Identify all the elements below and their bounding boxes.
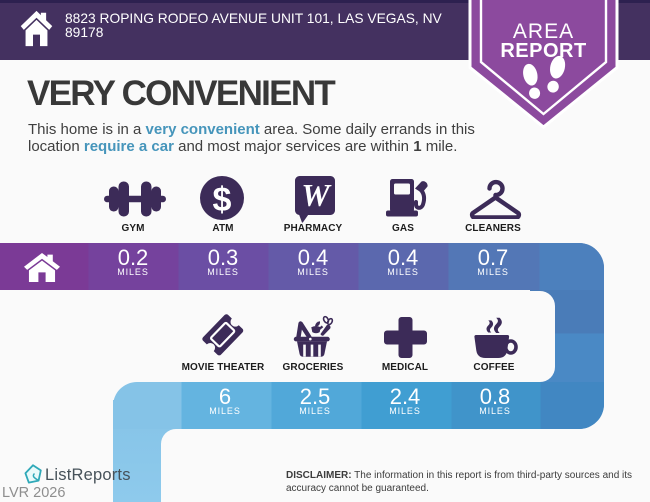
svg-text:$: $ [213,181,232,219]
svg-text:W: W [301,177,332,213]
svg-text:AREA: AREA [513,20,574,43]
svg-text:REPORT: REPORT [500,40,586,62]
